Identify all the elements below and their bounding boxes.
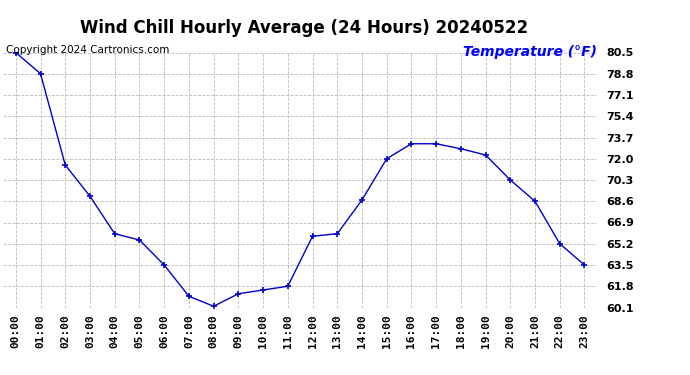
Text: Temperature (°F): Temperature (°F) xyxy=(463,45,597,59)
Text: Copyright 2024 Cartronics.com: Copyright 2024 Cartronics.com xyxy=(6,45,169,55)
Text: Wind Chill Hourly Average (24 Hours) 20240522: Wind Chill Hourly Average (24 Hours) 202… xyxy=(79,19,528,37)
